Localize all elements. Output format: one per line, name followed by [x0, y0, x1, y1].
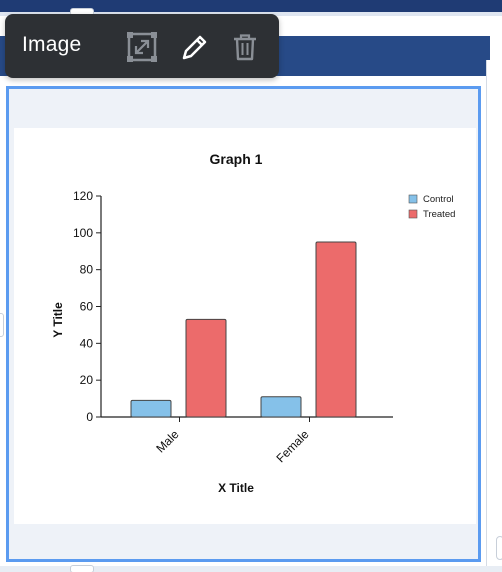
legend-label: Treated [423, 209, 455, 220]
chart-legend: Control Treated [408, 194, 455, 220]
y-axis-title: Y Title [51, 302, 65, 338]
x-tick-label: Male [153, 427, 182, 456]
bar-control-female [260, 396, 302, 418]
y-tick-label: 60 [80, 300, 94, 314]
right-panel-handle[interactable] [496, 536, 502, 560]
x-axis-title: X Title [218, 481, 254, 495]
legend-label: Control [423, 194, 454, 205]
image-toolbar: Image [5, 14, 279, 78]
trash-icon [234, 34, 256, 61]
right-panel-edge [486, 60, 502, 572]
legend-swatch [408, 209, 418, 219]
y-tick-label: 120 [73, 189, 93, 203]
image-canvas: Graph 1 Y Title X Title 0 20 40 60 80 100 120 M… [14, 128, 476, 524]
legend-swatch [408, 194, 418, 204]
bar-treated-male [185, 318, 227, 418]
resize-handle-left[interactable] [0, 313, 4, 337]
resize-handle-bottom[interactable] [70, 565, 94, 572]
selected-image-block[interactable]: Graph 1 Y Title X Title 0 20 40 60 80 100 120 M… [6, 86, 481, 562]
page-bottom-strip [0, 566, 502, 572]
y-tick-label: 80 [80, 263, 94, 277]
toolbar-title: Image [22, 33, 82, 56]
resize-button[interactable] [125, 30, 159, 64]
resize-icon [127, 32, 157, 62]
page-top-strip [0, 0, 502, 12]
chart-title: Graph 1 [210, 151, 263, 167]
delete-button[interactable] [228, 30, 262, 64]
y-tick-label: 20 [80, 373, 94, 387]
pencil-icon [182, 35, 207, 60]
x-tick-label: Female [273, 427, 311, 465]
y-tick-label: 0 [86, 410, 93, 424]
y-tick-label: 40 [80, 336, 94, 350]
bar-treated-female [315, 241, 357, 418]
y-tick-label: 100 [73, 226, 93, 240]
bar-chart: Graph 1 Y Title X Title 0 20 40 60 80 100 120 M… [51, 151, 455, 495]
edit-button[interactable] [178, 30, 212, 64]
bar-control-male [130, 399, 172, 418]
plot-area: 0 20 40 60 80 100 120 Male Female [73, 189, 393, 465]
